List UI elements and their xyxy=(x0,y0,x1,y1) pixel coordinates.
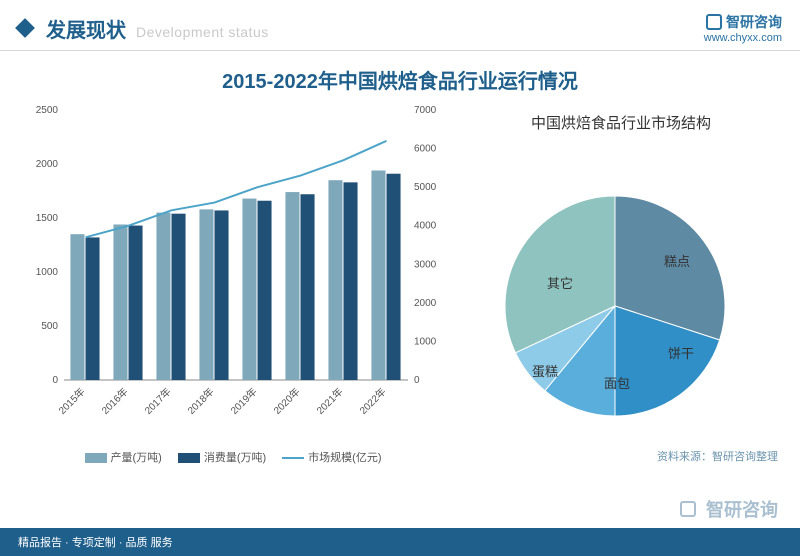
svg-text:2500: 2500 xyxy=(36,105,59,116)
section-title-en: Development status xyxy=(136,24,269,40)
svg-text:6000: 6000 xyxy=(414,144,437,155)
watermark-logo-icon xyxy=(680,501,696,517)
legend-item: 市场规模(亿元) xyxy=(282,449,381,465)
svg-text:2017年: 2017年 xyxy=(142,385,174,417)
svg-text:1000: 1000 xyxy=(36,267,59,278)
main-title: 2015-2022年中国烘焙食品行业运行情况 xyxy=(0,65,800,94)
diamond-icon xyxy=(15,18,35,38)
svg-text:其它: 其它 xyxy=(547,276,573,291)
svg-text:2018年: 2018年 xyxy=(185,385,217,417)
footer-left: 精品报告 · 专项定制 · 品质 服务 xyxy=(18,534,173,550)
footer: 精品报告 · 专项定制 · 品质 服务 xyxy=(0,528,800,556)
svg-text:2019年: 2019年 xyxy=(228,385,260,417)
legend-item: 消费量(万吨) xyxy=(178,449,266,465)
svg-text:2016年: 2016年 xyxy=(99,385,131,417)
svg-text:2000: 2000 xyxy=(414,298,437,309)
watermark-text: 智研咨询 xyxy=(706,496,778,522)
svg-text:500: 500 xyxy=(41,321,58,332)
bar-line-chart: 0 500 1000 1500 2000 2500 0 1000 2000 3000 4000 500… xyxy=(18,100,448,440)
svg-text:0: 0 xyxy=(414,375,420,386)
source-text: 资料来源：智研咨询整理 xyxy=(460,448,782,464)
header: 发展现状 Development status 智研咨询 www.chyxx.c… xyxy=(0,0,800,51)
header-right: 智研咨询 www.chyxx.com xyxy=(704,12,782,44)
legend-item: 产量(万吨) xyxy=(85,449,162,465)
brand-logo-icon xyxy=(706,14,722,30)
pie-chart-area: 中国烘焙食品行业市场结构 糕点饼干面包 蛋糕 其它 资料来源：智研咨询整理 xyxy=(460,100,782,465)
svg-text:面包: 面包 xyxy=(604,376,630,391)
svg-text:糕点: 糕点 xyxy=(664,254,690,269)
svg-text:1500: 1500 xyxy=(36,213,59,224)
charts-row: 0 500 1000 1500 2000 2500 0 1000 2000 3000 4000 500… xyxy=(0,100,800,465)
header-left: 发展现状 Development status xyxy=(18,14,269,43)
brand-name: 智研咨询 xyxy=(726,14,782,30)
svg-text:2000: 2000 xyxy=(36,159,59,170)
svg-text:4000: 4000 xyxy=(414,221,437,232)
svg-text:7000: 7000 xyxy=(414,105,437,116)
svg-text:2022年: 2022年 xyxy=(357,385,389,417)
svg-text:2021年: 2021年 xyxy=(314,385,346,417)
svg-text:2015年: 2015年 xyxy=(56,385,88,417)
svg-text:1000: 1000 xyxy=(414,336,437,347)
svg-text:0: 0 xyxy=(52,375,58,386)
pie-title: 中国烘焙食品行业市场结构 xyxy=(460,112,782,133)
watermark: 智研咨询 xyxy=(680,496,778,522)
svg-text:2020年: 2020年 xyxy=(271,385,303,417)
svg-text:蛋糕: 蛋糕 xyxy=(532,364,558,379)
pie-chart: 糕点饼干面包 蛋糕 其它 xyxy=(460,141,770,441)
brand-url: www.chyxx.com xyxy=(704,32,782,44)
bar-legend: 产量(万吨) 消费量(万吨) 市场规模(亿元) xyxy=(18,449,448,465)
svg-text:3000: 3000 xyxy=(414,259,437,270)
svg-text:饼干: 饼干 xyxy=(668,346,694,361)
bar-chart-area: 0 500 1000 1500 2000 2500 0 1000 2000 3000 4000 500… xyxy=(18,100,448,465)
svg-text:5000: 5000 xyxy=(414,182,437,193)
section-title-cn: 发展现状 xyxy=(46,14,126,43)
